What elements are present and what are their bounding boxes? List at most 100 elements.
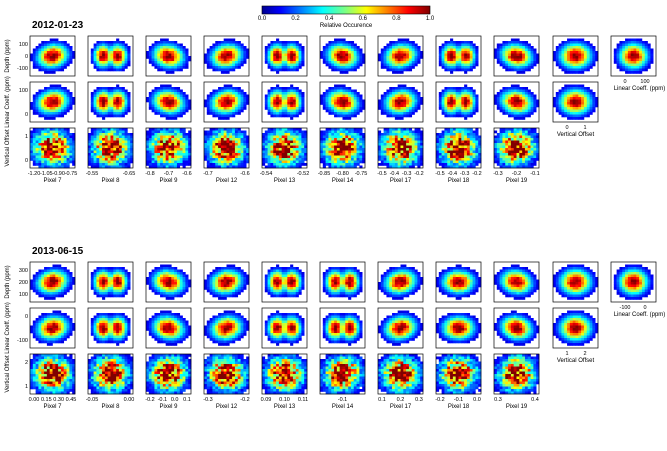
density-cell	[530, 58, 534, 62]
density-cell	[41, 53, 45, 57]
density-cell	[519, 99, 523, 103]
density-cell	[444, 114, 448, 118]
density-cell	[226, 135, 230, 139]
density-cell	[408, 97, 413, 100]
density-cell	[392, 97, 396, 100]
density-cell	[408, 56, 413, 59]
density-cell	[264, 58, 268, 62]
density-cell	[281, 155, 285, 159]
density-cell	[148, 140, 152, 144]
density-cell	[44, 140, 48, 144]
density-cell	[452, 51, 456, 54]
density-cell	[389, 104, 393, 108]
density-cell	[63, 143, 67, 146]
density-cell	[334, 68, 338, 72]
density-cell	[220, 99, 224, 103]
density-cell	[359, 128, 363, 131]
density-cell	[524, 94, 529, 98]
density-cell	[209, 104, 213, 108]
density-cell	[102, 68, 106, 72]
density-cell	[505, 66, 509, 69]
density-cell	[116, 99, 120, 103]
density-cell	[334, 58, 338, 62]
density-cell	[499, 92, 503, 95]
density-cell	[38, 97, 42, 100]
density-cell	[380, 51, 384, 54]
density-cell	[414, 51, 418, 54]
density-cell	[496, 150, 500, 154]
density-cell	[171, 48, 175, 52]
density-cell	[378, 140, 382, 144]
density-cell	[420, 150, 424, 154]
density-cell	[104, 68, 108, 72]
density-cell	[46, 43, 50, 47]
density-cell	[397, 130, 401, 134]
density-cell	[496, 58, 500, 62]
density-cell	[417, 135, 421, 139]
density-cell	[287, 99, 291, 103]
density-cell	[52, 92, 56, 95]
density-cell	[185, 94, 189, 98]
density-cell	[331, 99, 335, 103]
density-cell	[342, 163, 346, 166]
density-cell	[392, 66, 396, 69]
density-cell	[243, 130, 247, 134]
density-cell	[356, 155, 360, 159]
density-cell	[206, 153, 210, 156]
density-cell	[284, 53, 288, 57]
density-cell	[472, 107, 476, 110]
density-cell	[325, 128, 329, 131]
density-cell	[226, 155, 230, 159]
density-cell	[182, 135, 186, 139]
density-cell	[107, 92, 111, 95]
density-cell	[359, 155, 363, 159]
density-cell	[104, 160, 108, 164]
density-cell	[284, 68, 288, 72]
density-cell	[417, 165, 421, 169]
density-cell	[162, 158, 166, 161]
density-cell	[502, 102, 506, 105]
density-cell	[383, 112, 387, 115]
density-cell	[320, 140, 324, 144]
density-cell	[223, 66, 227, 69]
density-cell	[49, 150, 53, 154]
density-cell	[331, 46, 335, 49]
density-cell	[218, 48, 222, 52]
density-cell	[99, 112, 103, 115]
density-cell	[99, 150, 103, 154]
density-cell	[107, 68, 111, 72]
density-cell	[441, 58, 445, 62]
density-cell	[218, 97, 222, 100]
density-cell	[436, 135, 440, 139]
density-cell	[206, 61, 210, 64]
density-cell	[160, 104, 164, 108]
density-cell	[206, 53, 210, 57]
density-cell	[237, 41, 241, 44]
density-cell	[223, 155, 227, 159]
density-cell	[339, 56, 343, 59]
density-cell	[524, 112, 529, 115]
density-cell	[417, 58, 421, 62]
density-cell	[127, 48, 131, 52]
density-cell	[171, 153, 175, 156]
density-cell	[41, 135, 45, 139]
density-cell	[342, 41, 346, 44]
density-cell	[113, 94, 117, 98]
density-cell	[107, 102, 111, 105]
density-cell	[102, 114, 106, 118]
density-cell	[160, 97, 164, 100]
density-cell	[522, 58, 526, 62]
density-cell	[494, 135, 498, 139]
density-cell	[444, 107, 448, 110]
density-cell	[530, 97, 534, 100]
density-cell	[148, 53, 152, 57]
density-cell	[406, 51, 410, 54]
density-cell	[436, 138, 440, 141]
density-cell	[469, 112, 473, 115]
density-cell	[438, 153, 442, 156]
density-cell	[46, 130, 50, 134]
density-cell	[339, 89, 343, 93]
density-cell	[35, 109, 39, 113]
density-cell	[66, 145, 70, 149]
density-cell	[505, 99, 509, 103]
